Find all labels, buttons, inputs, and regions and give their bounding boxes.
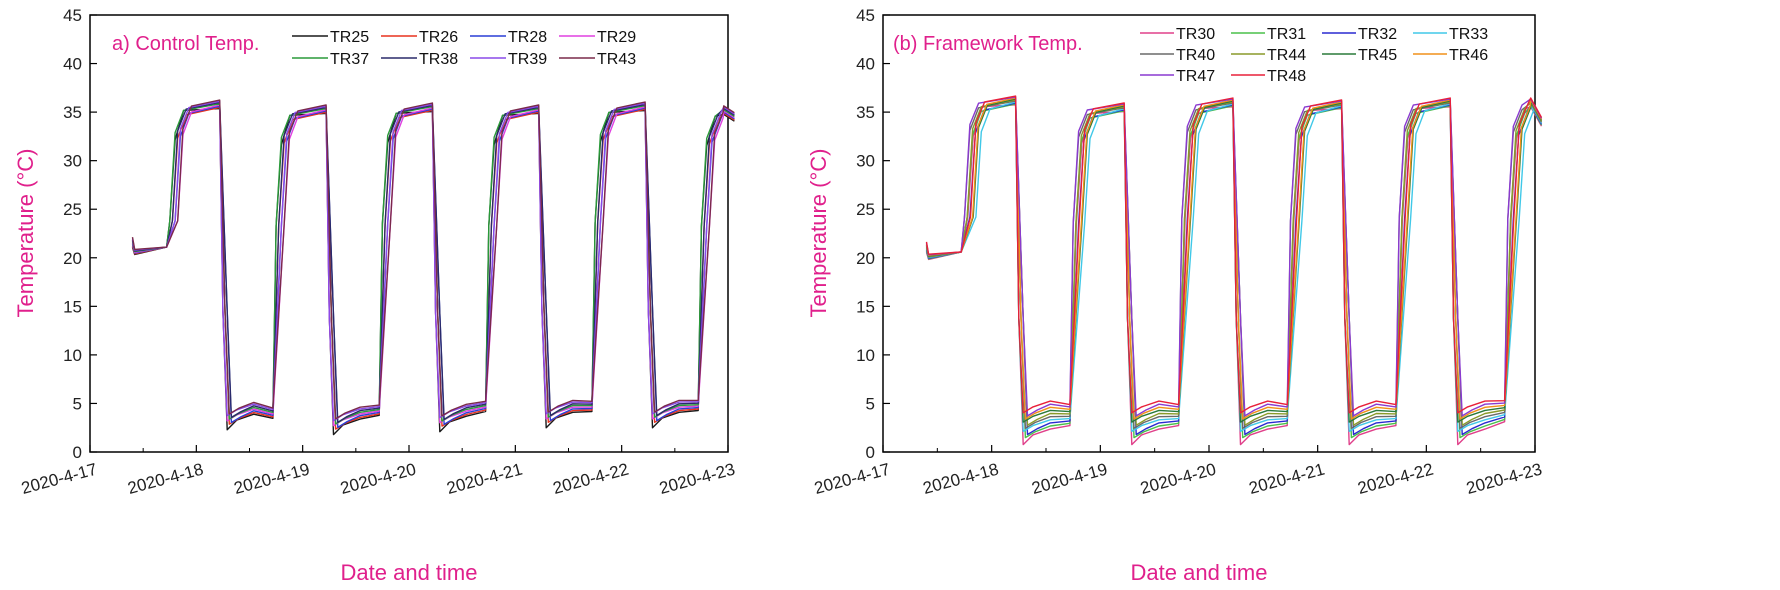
y-tick-label: 15 (63, 297, 82, 316)
legend-label: TR31 (1267, 26, 1306, 43)
y-axis-title: Temperature (°C) (13, 149, 38, 318)
figure: 051015202530354045 2020-4-17 2020-4-18 202… (0, 0, 1780, 590)
legend-item: TR26 (381, 29, 458, 46)
legend: TR25 TR26 TR28 TR29 TR37 TR38 TR39 TR43 (292, 29, 636, 68)
series-lines (927, 96, 1542, 445)
legend-label: TR43 (597, 51, 636, 68)
legend-item: TR31 (1231, 26, 1306, 43)
legend-label: TR45 (1358, 47, 1397, 64)
legend-item: TR25 (292, 29, 369, 46)
legend-label: TR47 (1176, 68, 1215, 85)
legend-item: TR44 (1231, 47, 1306, 64)
x-tick-label: 2020-4-20 (338, 460, 418, 498)
y-tick-label: 5 (73, 394, 82, 413)
legend-label: TR25 (330, 29, 369, 46)
y-axis-title: Temperature (°C) (806, 149, 831, 318)
y-tick-label: 45 (63, 6, 82, 25)
y-axis-ticks: 0 5 10 15 20 25 30 35 40 45 (856, 6, 890, 462)
legend-label: TR38 (419, 51, 458, 68)
x-tick-label: 2020-4-21 (445, 460, 525, 498)
x-tick-label: 2020-4-17 (19, 460, 99, 498)
legend-label: TR48 (1267, 68, 1306, 85)
y-tick-label: 30 (63, 152, 82, 171)
x-tick-label: 2020-4-18 (921, 460, 1001, 498)
y-tick-label: 35 (856, 103, 875, 122)
legend-item: TR28 (470, 29, 547, 46)
x-tick-label: 2020-4-23 (657, 460, 737, 498)
legend-item: TR32 (1322, 26, 1397, 43)
y-tick-label: 10 (856, 346, 875, 365)
x-tick-label: 2020-4-23 (1464, 460, 1544, 498)
y-tick-label: 0 (866, 443, 875, 462)
y-axis-ticks: 0 5 10 15 20 25 30 35 40 45 (63, 6, 97, 462)
legend-item: TR33 (1413, 26, 1488, 43)
legend-item: TR37 (292, 51, 369, 68)
legend-label: TR33 (1449, 26, 1488, 43)
y-tick-label: 15 (856, 297, 875, 316)
x-tick-label: 2020-4-22 (551, 460, 631, 498)
legend-label: TR37 (330, 51, 369, 68)
x-axis-ticks: 2020-4-17 2020-4-18 2020-4-19 2020-4-20 2020… (19, 445, 737, 498)
x-tick-label: 2020-4-21 (1247, 460, 1327, 498)
y-tick-label: 25 (856, 200, 875, 219)
legend-item: TR38 (381, 51, 458, 68)
legend-label: TR28 (508, 29, 547, 46)
legend-label: TR44 (1267, 47, 1306, 64)
x-tick-label: 2020-4-20 (1138, 460, 1218, 498)
legend-item: TR45 (1322, 47, 1397, 64)
chart-title: (b) Framework Temp. (893, 33, 1083, 55)
y-tick-label: 45 (856, 6, 875, 25)
legend-item: TR39 (470, 51, 547, 68)
y-tick-label: 30 (856, 152, 875, 171)
y-tick-label: 5 (866, 394, 875, 413)
legend-item: TR48 (1231, 68, 1306, 85)
x-axis-title: Date and time (1131, 560, 1268, 585)
legend-item: TR40 (1140, 47, 1215, 64)
legend-item: TR46 (1413, 47, 1488, 64)
legend-label: TR26 (419, 29, 458, 46)
y-tick-label: 25 (63, 200, 82, 219)
legend: TR30 TR31 TR32 TR33 TR40 TR44 TR45 TR46 TR47 TR48 (1140, 26, 1488, 85)
x-axis-title: Date and time (341, 560, 478, 585)
legend-label: TR46 (1449, 47, 1488, 64)
y-tick-label: 20 (856, 249, 875, 268)
y-tick-label: 35 (63, 103, 82, 122)
legend-label: TR39 (508, 51, 547, 68)
legend-item: TR47 (1140, 68, 1215, 85)
y-tick-label: 0 (73, 443, 82, 462)
chart-title: a) Control Temp. (112, 33, 259, 55)
x-tick-label: 2020-4-19 (1030, 460, 1110, 498)
x-axis-ticks: 2020-4-17 2020-4-18 2020-4-19 2020-4-20 2020… (812, 445, 1544, 498)
legend-label: TR40 (1176, 47, 1215, 64)
legend-label: TR32 (1358, 26, 1397, 43)
y-tick-label: 40 (63, 55, 82, 74)
legend-item: TR29 (559, 29, 636, 46)
x-tick-label: 2020-4-22 (1356, 460, 1436, 498)
x-tick-label: 2020-4-19 (232, 460, 312, 498)
legend-label: TR29 (597, 29, 636, 46)
y-tick-label: 40 (856, 55, 875, 74)
series-lines (133, 100, 735, 435)
x-tick-label: 2020-4-18 (126, 460, 206, 498)
plot-frame (90, 15, 728, 452)
legend-item: TR30 (1140, 26, 1215, 43)
x-tick-label: 2020-4-17 (812, 460, 892, 498)
legend-item: TR43 (559, 51, 636, 68)
y-tick-label: 10 (63, 346, 82, 365)
y-tick-label: 20 (63, 249, 82, 268)
legend-label: TR30 (1176, 26, 1215, 43)
